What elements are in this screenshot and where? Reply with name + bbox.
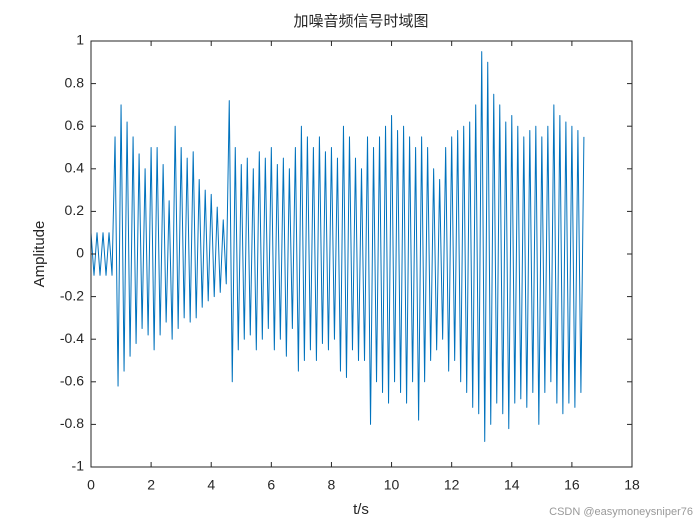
y-tick-label: 0.6 [65, 117, 85, 133]
x-tick-label: 10 [384, 477, 400, 493]
y-tick-label: -0.2 [60, 287, 84, 303]
chart-title: 加噪音频信号时域图 [293, 13, 428, 30]
y-tick-label: 0.4 [65, 160, 85, 176]
x-tick-label: 12 [444, 477, 460, 493]
y-tick-label: 1 [76, 32, 84, 48]
y-tick-label: -0.4 [60, 330, 84, 346]
y-axis-label: Amplitude [31, 221, 48, 288]
x-tick-label: 4 [207, 477, 215, 493]
x-tick-label: 0 [87, 477, 95, 493]
x-tick-label: 16 [564, 477, 580, 493]
y-tick-label: -0.6 [60, 373, 84, 389]
y-tick-label: -1 [72, 458, 85, 474]
y-tick-label: 0.2 [65, 202, 85, 218]
x-tick-label: 18 [624, 477, 640, 493]
y-tick-label: 0.8 [65, 74, 85, 90]
y-tick-label: -0.8 [60, 415, 84, 431]
x-axis-label: t/s [353, 501, 369, 518]
y-tick-label: 0 [76, 245, 84, 261]
x-tick-label: 2 [147, 477, 155, 493]
waveform [90, 51, 585, 442]
x-tick-label: 8 [328, 477, 336, 493]
x-tick-label: 14 [504, 477, 520, 493]
watermark: CSDN @easymoneysniper76 [549, 506, 693, 518]
x-tick-label: 6 [267, 477, 275, 493]
